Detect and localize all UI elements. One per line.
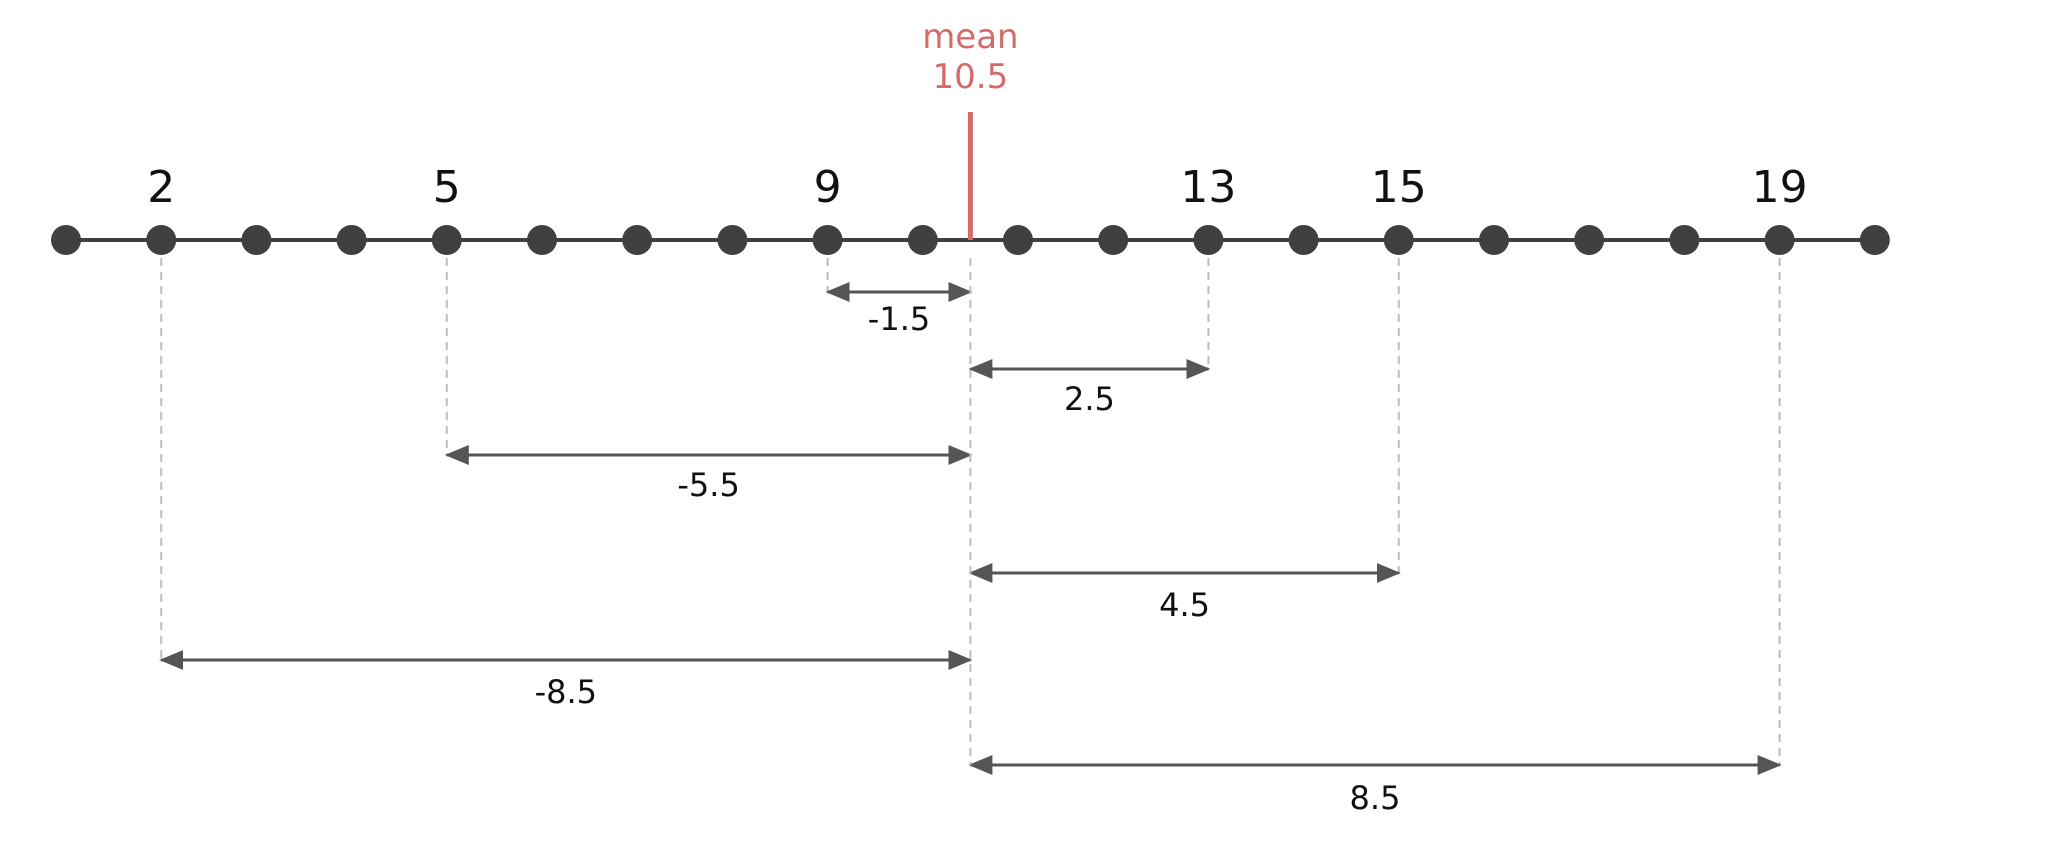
- axis-point: [1383, 225, 1414, 255]
- value-label: 19: [1752, 162, 1808, 213]
- value-label: 9: [814, 162, 842, 213]
- mean-value-label: 10.5: [933, 57, 1009, 97]
- mean-label: mean: [922, 17, 1018, 57]
- deviation-label: -8.5: [535, 673, 597, 711]
- deviation-label: -1.5: [868, 300, 930, 338]
- axis-point: [527, 225, 557, 255]
- axis-point: [1003, 225, 1033, 255]
- axis-point: [1764, 225, 1795, 255]
- axis-point: [1193, 225, 1224, 255]
- value-label: 15: [1371, 162, 1427, 213]
- deviation-layer: -1.5 2.5 -5.5 4.5 -8.5 8.5: [159, 258, 1782, 817]
- axis-point: [907, 225, 938, 255]
- value-label: 2: [147, 162, 175, 213]
- value-label: 13: [1180, 162, 1236, 213]
- axis-point: [1479, 225, 1509, 255]
- axis-point: [1098, 225, 1129, 255]
- deviation-label: 4.5: [1159, 586, 1210, 624]
- deviation-label: -5.5: [677, 466, 739, 504]
- axis-point: [51, 225, 81, 255]
- deviation-label: 2.5: [1064, 380, 1115, 418]
- mean-marker: mean 10.5: [922, 17, 1019, 240]
- deviation-label: 8.5: [1350, 779, 1401, 817]
- axis-point: [241, 225, 272, 255]
- axis-point: [622, 225, 653, 255]
- value-label: 5: [433, 162, 461, 213]
- axis-point: [812, 225, 843, 255]
- axis-point: [336, 225, 367, 255]
- axis-point: [431, 225, 462, 255]
- axis-point: [1859, 225, 1890, 255]
- axis-point: [1669, 225, 1700, 255]
- axis-point: [1288, 225, 1319, 255]
- axis-point: [146, 225, 177, 255]
- axis-point: [1574, 225, 1605, 255]
- axis-point: [717, 225, 748, 255]
